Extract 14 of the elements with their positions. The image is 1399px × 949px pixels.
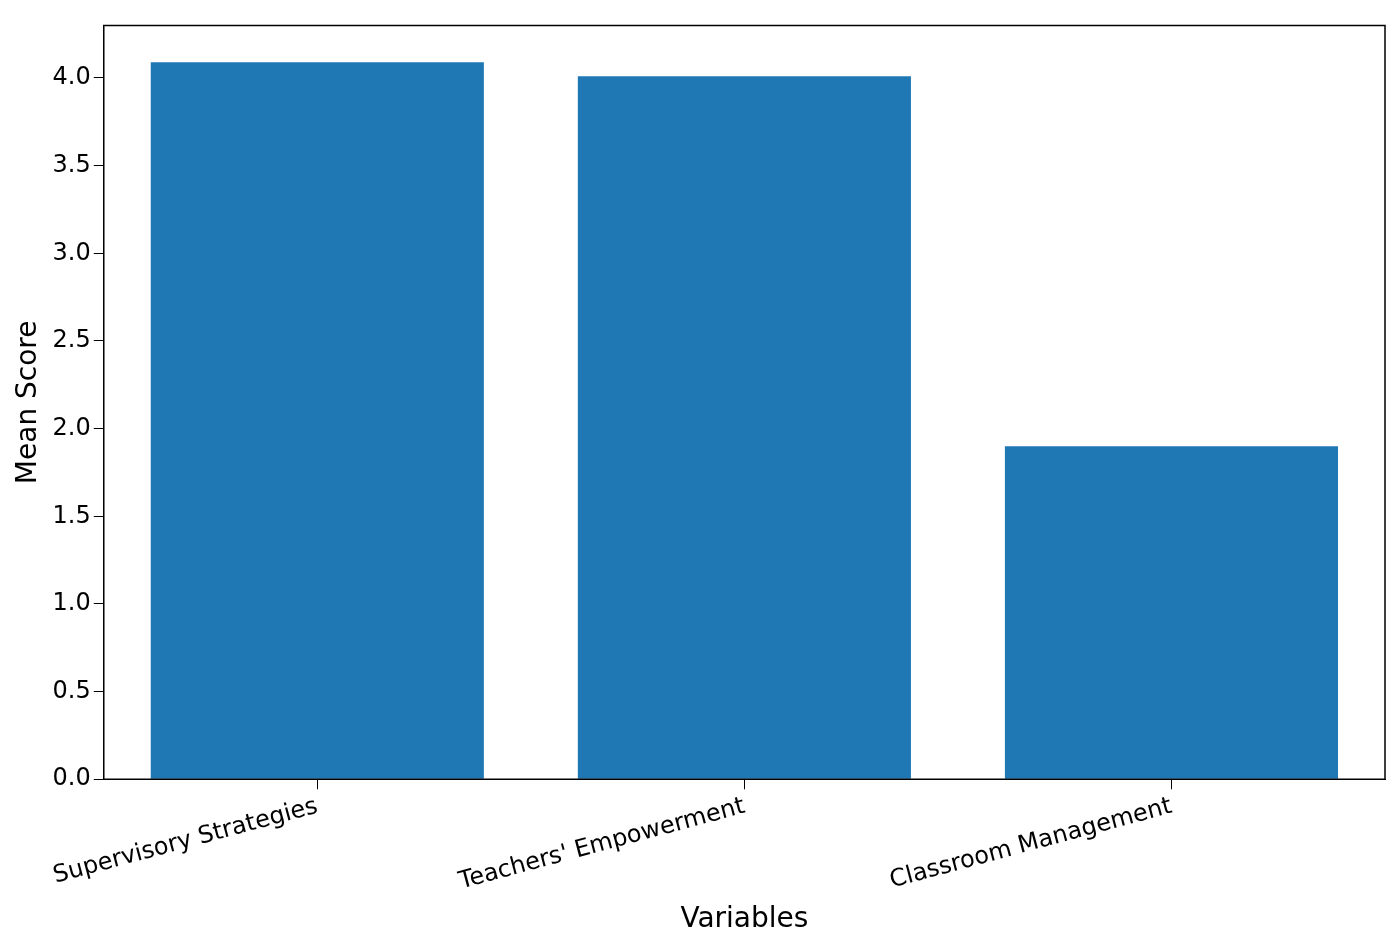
bar — [1004, 446, 1339, 779]
y-tick-label: 1.0 — [52, 588, 91, 617]
x-axis-title: Variables — [680, 901, 809, 935]
bar — [150, 62, 484, 779]
y-tick-label: 2.0 — [52, 412, 91, 441]
bar — [577, 76, 911, 779]
y-tick-label: 3.0 — [52, 237, 91, 266]
y-tick-label: 4.0 — [52, 62, 91, 91]
y-tick-label: 2.5 — [52, 325, 91, 354]
y-tick-label: 3.5 — [52, 149, 91, 178]
y-tick-label: 0.0 — [52, 763, 91, 792]
y-tick-label: 1.5 — [52, 500, 91, 529]
y-axis-title: Mean Score — [10, 320, 44, 485]
y-tick-label: 0.5 — [52, 675, 91, 704]
